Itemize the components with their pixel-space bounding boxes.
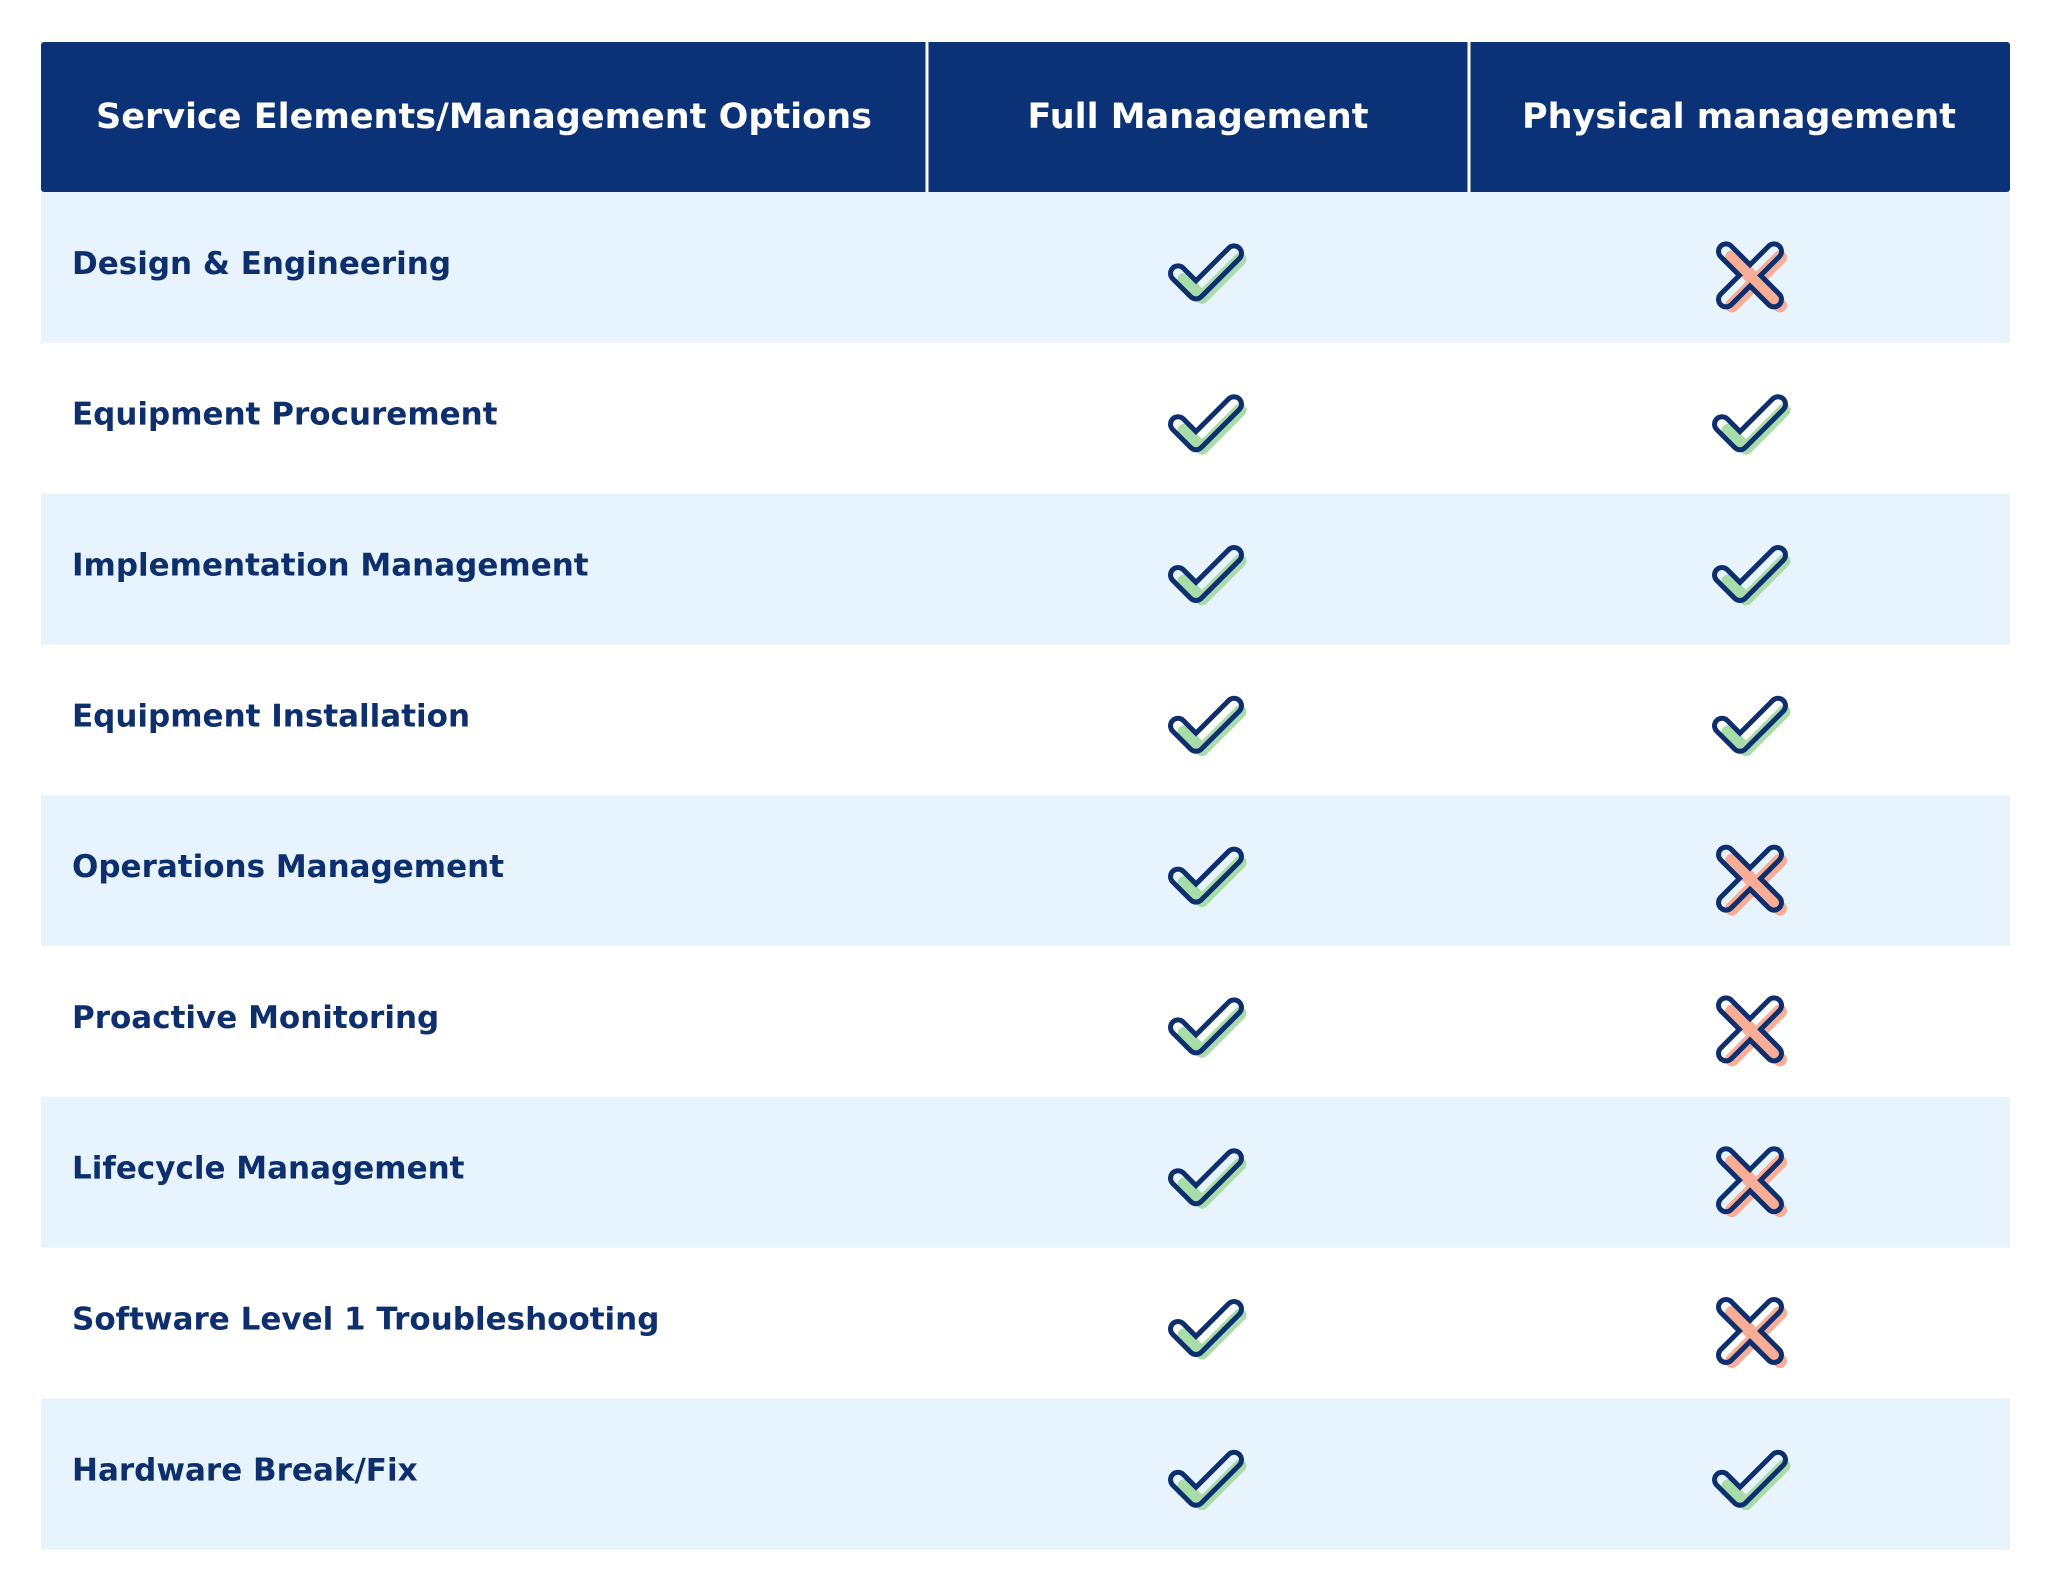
row-label: Equipment Procurement xyxy=(72,397,498,433)
row-bg xyxy=(41,1398,2010,1550)
cross-icon xyxy=(1694,973,1814,1093)
check-icon xyxy=(1694,672,1814,792)
cross-icon xyxy=(1694,1124,1814,1244)
check-icon xyxy=(1150,219,1270,339)
row-bg xyxy=(41,644,2010,796)
check-icon xyxy=(1150,1426,1270,1546)
row-label: Hardware Break/Fix xyxy=(72,1452,418,1488)
check-icon xyxy=(1150,370,1270,490)
row-bg xyxy=(41,1096,2010,1249)
header-bar xyxy=(41,42,2010,192)
row-bg xyxy=(41,493,2010,645)
row-bg xyxy=(41,1247,2010,1399)
header-cell: Full Management xyxy=(1028,97,1369,137)
cross-icon xyxy=(1694,823,1814,943)
check-icon xyxy=(1150,973,1270,1093)
check-icon xyxy=(1150,1124,1270,1244)
row-label: Software Level 1 Troubleshooting xyxy=(72,1302,659,1338)
check-icon xyxy=(1150,521,1270,641)
row-bg xyxy=(41,192,2010,344)
header-cell: Physical management xyxy=(1522,97,1956,137)
row-label: Operations Management xyxy=(72,849,504,885)
cross-icon xyxy=(1694,219,1814,339)
row-label: Proactive Monitoring xyxy=(72,1000,439,1036)
row-label: Lifecycle Management xyxy=(72,1151,465,1187)
row-label: Implementation Management xyxy=(72,548,589,584)
header-cell: Service Elements/Management Options xyxy=(96,97,872,137)
row-label: Equipment Installation xyxy=(72,698,470,734)
row-label: Design & Engineering xyxy=(72,246,451,282)
check-icon xyxy=(1694,370,1814,490)
check-icon xyxy=(1150,672,1270,792)
row-bg xyxy=(41,795,2010,947)
check-icon xyxy=(1150,823,1270,943)
row-bg xyxy=(41,946,2010,1098)
row-bg xyxy=(41,342,2010,495)
check-icon xyxy=(1694,1426,1814,1546)
check-icon xyxy=(1150,1275,1270,1395)
cross-icon xyxy=(1694,1275,1814,1395)
check-icon xyxy=(1694,521,1814,641)
